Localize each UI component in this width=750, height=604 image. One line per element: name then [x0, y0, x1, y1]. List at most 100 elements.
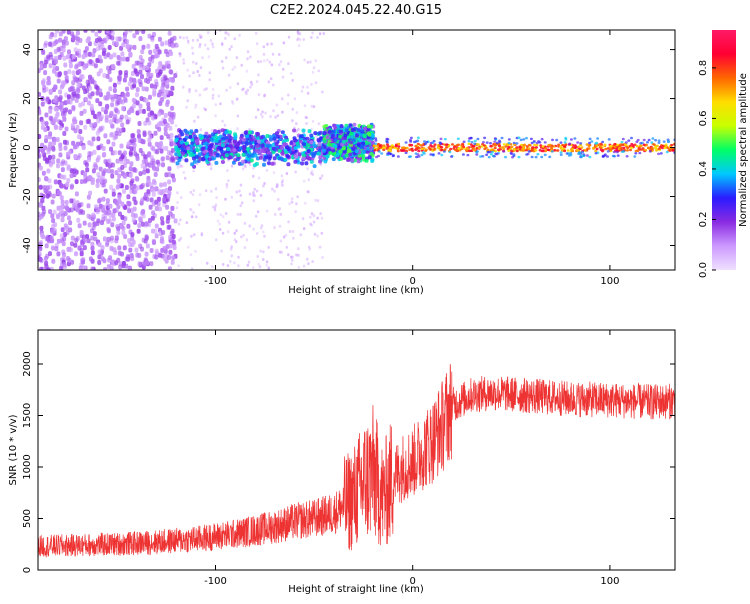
- heatmap-cell: [328, 151, 333, 156]
- heatmap-cell: [293, 159, 298, 164]
- heatmap-cell: [105, 35, 110, 41]
- heatmap-cell: [194, 89, 198, 93]
- heatmap-cell: [279, 239, 283, 243]
- heatmap-cell: [182, 58, 185, 62]
- heatmap-cell: [77, 153, 82, 159]
- heatmap-cell: [440, 153, 444, 157]
- heatmap-cell: [39, 225, 44, 231]
- heatmap-cell: [267, 266, 270, 270]
- heatmap-cell: [54, 59, 58, 65]
- heatmap-cell: [302, 179, 306, 183]
- heatmap-cell: [265, 143, 270, 148]
- heatmap-cell: [128, 51, 133, 57]
- heatmap-cell: [362, 126, 367, 131]
- heatmap-cell: [146, 179, 151, 185]
- heatmap-cell: [646, 141, 649, 144]
- heatmap-cell: [462, 140, 466, 143]
- heatmap-cell: [285, 154, 290, 159]
- heatmap-cell: [595, 147, 599, 151]
- heatmap-cell: [259, 193, 263, 197]
- heatmap-cell: [283, 157, 288, 162]
- heatmap-cell: [125, 56, 130, 62]
- heatmap-cell: [140, 163, 145, 169]
- heatmap-cell: [192, 189, 196, 192]
- heatmap-cell: [225, 185, 229, 189]
- heatmap-cell: [58, 97, 62, 103]
- heatmap-cell: [186, 99, 189, 103]
- heatmap-cell: [123, 73, 128, 79]
- heatmap-cell: [233, 132, 237, 137]
- heatmap-cell: [190, 234, 193, 238]
- heatmap-cell: [233, 136, 238, 141]
- heatmap-cell: [162, 93, 167, 99]
- heatmap-cell: [97, 249, 102, 255]
- heatmap-cell: [136, 129, 141, 135]
- heatmap-cell: [179, 140, 184, 145]
- heatmap-cell: [130, 212, 135, 218]
- heatmap-cell: [309, 159, 314, 164]
- heatmap-cell: [147, 33, 152, 39]
- heatmap-cell: [51, 258, 56, 264]
- heatmap-cell: [102, 151, 107, 157]
- heatmap-cell: [110, 30, 115, 36]
- heatmap-cell: [663, 146, 667, 150]
- heatmap-cell: [152, 180, 157, 186]
- heatmap-cell: [259, 112, 263, 116]
- heatmap-cell: [432, 139, 436, 143]
- heatmap-cell: [579, 155, 583, 159]
- heatmap-cell: [108, 77, 113, 83]
- heatmap-cell: [235, 229, 238, 233]
- heatmap-cell: [72, 116, 77, 122]
- heatmap-cell: [102, 258, 107, 264]
- heatmap-cell: [385, 143, 389, 146]
- heatmap-cell: [360, 145, 365, 150]
- heatmap-cell: [53, 49, 58, 54]
- heatmap-cell: [619, 147, 623, 151]
- x-tick-label: 0: [410, 576, 416, 587]
- heatmap-cell: [108, 255, 113, 261]
- heatmap-cell: [47, 146, 52, 152]
- heatmap-cell: [40, 119, 45, 125]
- heatmap-cell: [102, 48, 106, 54]
- heatmap-cell: [204, 189, 208, 193]
- heatmap-cell: [259, 60, 263, 64]
- heatmap-cell: [147, 141, 152, 147]
- heatmap-cell: [582, 154, 585, 157]
- heatmap-cell: [262, 45, 266, 49]
- heatmap-cell: [168, 249, 173, 255]
- heatmap-cell: [501, 146, 505, 149]
- heatmap-cell: [132, 167, 137, 173]
- heatmap-cell: [631, 144, 635, 148]
- heatmap-cell: [624, 141, 628, 144]
- heatmap-cell: [169, 132, 174, 138]
- heatmap-cell: [62, 262, 67, 267]
- heatmap-cell: [58, 89, 63, 95]
- heatmap-cell: [165, 89, 170, 95]
- heatmap-cell: [669, 148, 673, 152]
- heatmap-cell: [654, 146, 658, 150]
- heatmap-cell: [158, 206, 162, 212]
- heatmap-cell: [302, 264, 306, 268]
- heatmap-cell: [92, 231, 97, 237]
- heatmap-cell: [106, 264, 111, 270]
- heatmap-cell: [168, 243, 173, 249]
- heatmap-cell: [54, 71, 59, 77]
- heatmap-cell: [128, 30, 133, 33]
- heatmap-cell: [346, 157, 351, 162]
- heatmap-cell: [120, 164, 125, 170]
- heatmap-cell: [214, 114, 217, 118]
- heatmap-cell: [132, 137, 137, 143]
- heatmap-cell: [224, 31, 227, 35]
- heatmap-cell: [306, 149, 311, 154]
- heatmap-cell: [258, 265, 262, 269]
- heatmap-cell: [58, 125, 63, 131]
- heatmap-cell: [239, 204, 242, 208]
- heatmap-cell: [174, 138, 179, 143]
- heatmap-cell: [469, 136, 473, 140]
- heatmap-cell: [318, 32, 322, 36]
- heatmap-cell: [600, 143, 603, 146]
- heatmap-cell: [145, 168, 150, 174]
- heatmap-cell: [525, 145, 529, 148]
- heatmap-cell: [424, 149, 428, 152]
- heatmap-cell: [118, 264, 123, 270]
